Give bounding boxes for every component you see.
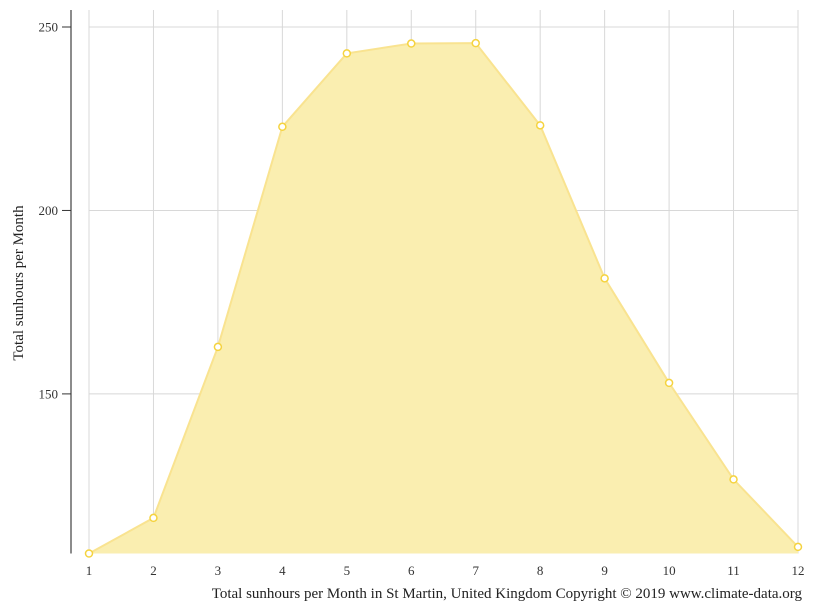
svg-text:4: 4 (279, 563, 286, 578)
y-axis-title: Total sunhours per Month (11, 205, 27, 361)
svg-text:3: 3 (215, 563, 222, 578)
svg-text:10: 10 (663, 563, 676, 578)
svg-text:150: 150 (39, 386, 59, 401)
svg-text:2: 2 (150, 563, 157, 578)
svg-text:11: 11 (727, 563, 740, 578)
x-axis-title: Total sunhours per Month in St Martin, U… (212, 586, 803, 602)
svg-text:250: 250 (39, 20, 59, 35)
svg-text:8: 8 (537, 563, 544, 578)
svg-text:7: 7 (472, 563, 479, 578)
svg-text:1: 1 (86, 563, 93, 578)
svg-text:6: 6 (408, 563, 415, 578)
area-fill (89, 43, 798, 554)
data-markers (84, 38, 803, 558)
svg-text:9: 9 (601, 563, 608, 578)
y-axis-ticks: 150 200 250 (39, 20, 71, 401)
svg-text:12: 12 (792, 563, 805, 578)
x-axis-ticks: 1 2 3 4 5 6 7 8 9 10 11 12 (86, 563, 805, 578)
svg-text:200: 200 (39, 203, 59, 218)
svg-text:5: 5 (344, 563, 351, 578)
series-line (88, 42, 799, 555)
